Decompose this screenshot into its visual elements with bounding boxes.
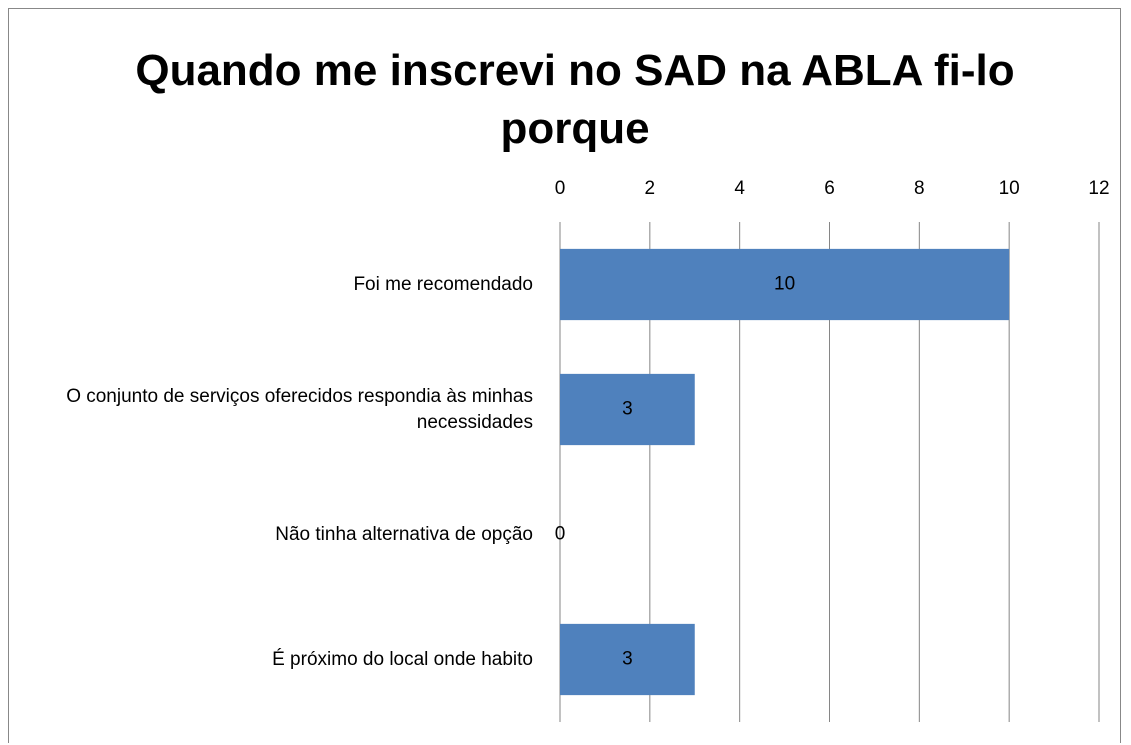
y-tick-label: Não tinha alternativa de opção — [275, 523, 533, 545]
y-tick-label: O conjunto de serviços oferecidos respon… — [66, 385, 533, 433]
chart-frame — [8, 8, 1121, 743]
bar — [560, 623, 695, 696]
x-tick-label: 6 — [824, 178, 835, 199]
data-label: 3 — [622, 649, 633, 670]
x-tick-label: 0 — [555, 178, 566, 199]
x-tick-label: 10 — [999, 178, 1020, 199]
bar — [560, 373, 695, 446]
data-label: 3 — [622, 399, 633, 420]
x-tick-label: 4 — [734, 178, 745, 199]
y-tick-label: É próximo do local onde habito — [272, 648, 533, 670]
chart-title: Quando me inscrevi no SAD na ABLA fi-lo … — [135, 46, 1015, 153]
y-tick-label: Foi me recomendado — [353, 273, 533, 295]
bar — [560, 248, 1010, 321]
data-label: 0 — [555, 524, 566, 545]
x-tick-label: 2 — [645, 178, 656, 199]
x-tick-label: 12 — [1088, 178, 1109, 199]
data-label: 10 — [774, 274, 795, 295]
x-tick-label: 8 — [914, 178, 925, 199]
